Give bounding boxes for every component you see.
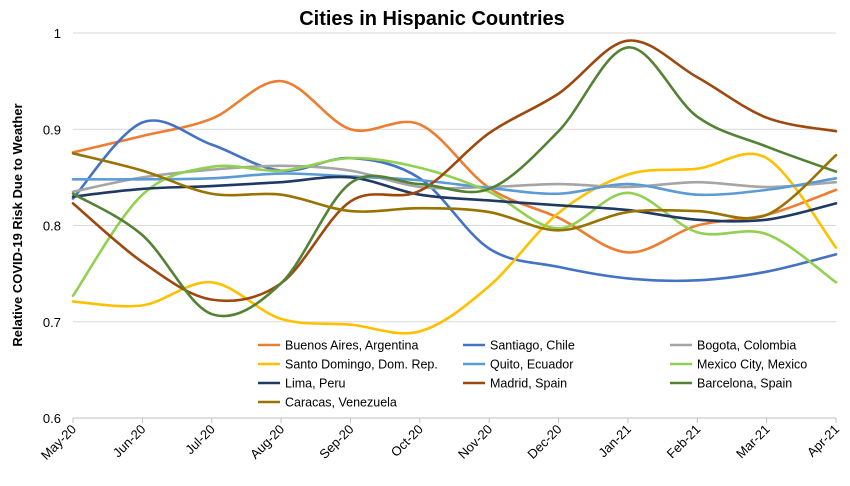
series-line-caracas-venezuela xyxy=(71,152,838,232)
x-tick-label: Feb-21 xyxy=(664,422,704,462)
series-line-barcelona-spain xyxy=(71,46,838,318)
series-line-bogota-colombia xyxy=(71,164,838,194)
x-tick-label: Apr-21 xyxy=(804,422,842,460)
y-tick-label: 1 xyxy=(54,26,61,41)
x-tick-label: Jul-20 xyxy=(182,422,218,458)
x-tick-label: May-20 xyxy=(38,422,79,463)
x-tick-label: Mar-21 xyxy=(733,422,773,462)
legend-label: Mexico City, Mexico xyxy=(697,358,807,372)
legend-label: Santiago, Chile xyxy=(490,339,575,353)
legend-item: Mexico City, Mexico xyxy=(670,358,807,372)
legend-item: Lima, Peru xyxy=(258,377,345,391)
series-line-santiago-chile xyxy=(71,119,838,283)
legend-label: Buenos Aires, Argentina xyxy=(285,339,418,353)
series-layer xyxy=(71,39,838,335)
x-tick-label: Dec-20 xyxy=(524,422,564,462)
legend-item: Buenos Aires, Argentina xyxy=(258,339,418,353)
x-tick-label: Aug-20 xyxy=(247,422,287,462)
legend-item: Santo Domingo, Dom. Rep. xyxy=(258,358,438,372)
y-tick-label: 0.8 xyxy=(43,219,61,234)
x-tick-label: Nov-20 xyxy=(455,422,495,462)
legend-label: Barcelona, Spain xyxy=(697,377,792,391)
legend-label: Bogota, Colombia xyxy=(697,339,796,353)
y-tick-label: 0.6 xyxy=(43,411,61,426)
legend-label: Quito, Ecuador xyxy=(490,358,573,372)
series-line-mexico-city-mexico xyxy=(71,156,838,298)
legend-label: Lima, Peru xyxy=(285,377,345,391)
legend-item: Bogota, Colombia xyxy=(670,339,796,353)
x-tick-label: Jun-20 xyxy=(110,422,149,461)
x-tick-label: Oct-20 xyxy=(388,422,426,460)
legend-label: Caracas, Venezuela xyxy=(285,396,397,410)
legend-label: Santo Domingo, Dom. Rep. xyxy=(285,358,438,372)
y-tick-label: 0.9 xyxy=(43,122,61,137)
chart-title: Cities in Hispanic Countries xyxy=(299,8,565,30)
series-line-madrid-spain xyxy=(71,39,838,303)
series-line-lima-peru xyxy=(71,175,838,223)
y-tick-label: 0.7 xyxy=(43,315,61,330)
y-axis-label: Relative COVID-19 Risk Due to Weather xyxy=(10,103,25,346)
legend-item: Quito, Ecuador xyxy=(463,358,573,372)
legend-item: Madrid, Spain xyxy=(463,377,567,391)
gridlines xyxy=(73,32,836,323)
legend: Buenos Aires, Argentina Santiago, Chile Bo… xyxy=(258,339,807,410)
series-line-quito-ecuador xyxy=(71,172,838,197)
series-line-santo-domingo-dom-rep xyxy=(71,152,838,335)
legend-item: Barcelona, Spain xyxy=(670,377,792,391)
legend-item: Caracas, Venezuela xyxy=(258,396,397,410)
legend-label: Madrid, Spain xyxy=(490,377,567,391)
x-tick-label: Sep-20 xyxy=(316,422,356,462)
series-line-buenos-aires-argentina xyxy=(71,79,838,254)
x-tick-label: Jan-21 xyxy=(595,422,634,461)
legend-item: Santiago, Chile xyxy=(463,339,575,353)
